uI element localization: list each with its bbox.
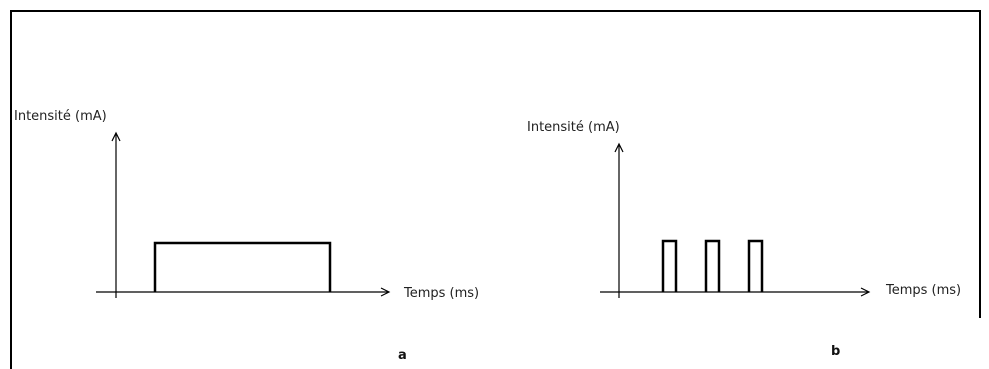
panel-b-label: b [831, 344, 840, 359]
panel-a: Intensité (mA) Temps (ms) a [14, 109, 479, 363]
panel-a-x-arrowhead [380, 287, 391, 297]
panel-b: Intensité (mA) Temps (ms) b [527, 120, 961, 359]
panel-b-y-arrowhead [614, 142, 624, 153]
panel-a-x-axis-label: Temps (ms) [403, 286, 479, 301]
panel-b-y-axis-label: Intensité (mA) [527, 120, 620, 135]
panel-a-y-arrowhead [111, 131, 121, 142]
panel-b-pulse-1 [661, 239, 678, 292]
panel-a-label: a [398, 348, 407, 363]
panel-b-x-axis-label: Temps (ms) [885, 283, 961, 298]
panel-a-rectangular-pulse [153, 241, 332, 292]
panel-a-y-axis-label: Intensité (mA) [14, 109, 107, 124]
panel-b-pulse-2 [704, 239, 721, 292]
panel-b-pulse-3 [747, 239, 764, 292]
figure-frame [10, 10, 981, 369]
panel-b-x-arrowhead [860, 287, 871, 297]
